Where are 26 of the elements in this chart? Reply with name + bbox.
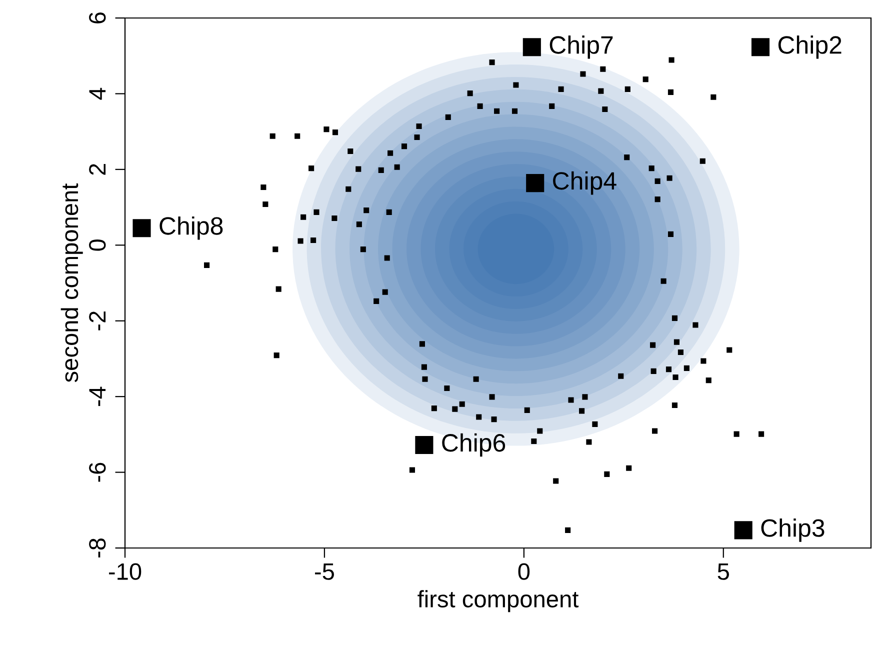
y-tick-label: 4 — [89, 88, 106, 100]
x-axis-title: first component — [418, 590, 579, 612]
point — [734, 521, 752, 540]
annotation: Chip7 — [550, 36, 613, 59]
point — [526, 174, 544, 192]
point — [132, 219, 151, 238]
y-tick-label: 0 — [89, 240, 106, 251]
x-tick-label: 0 — [518, 563, 530, 580]
x-tick-label: -5 — [315, 563, 334, 580]
annotation: Chip3 — [761, 518, 824, 542]
y-tick-label: 6 — [89, 12, 106, 24]
point — [522, 38, 541, 56]
y-tick-label: -8 — [89, 538, 106, 558]
x-tick-label: 5 — [718, 563, 729, 580]
y-axis-title: second component — [60, 183, 83, 382]
y-tick-label: -6 — [89, 462, 106, 482]
annotation: Chip8 — [160, 216, 223, 240]
y-tick-label: -4 — [89, 386, 106, 406]
annotation: Chip4 — [553, 171, 616, 195]
x-tick-label: -10 — [108, 563, 142, 580]
point — [415, 436, 434, 454]
point — [751, 38, 770, 56]
y-tick-label: -2 — [89, 312, 106, 330]
annotation: Chip2 — [778, 36, 842, 59]
y-tick-label: 2 — [89, 164, 106, 175]
annotation: Chip6 — [442, 433, 506, 457]
